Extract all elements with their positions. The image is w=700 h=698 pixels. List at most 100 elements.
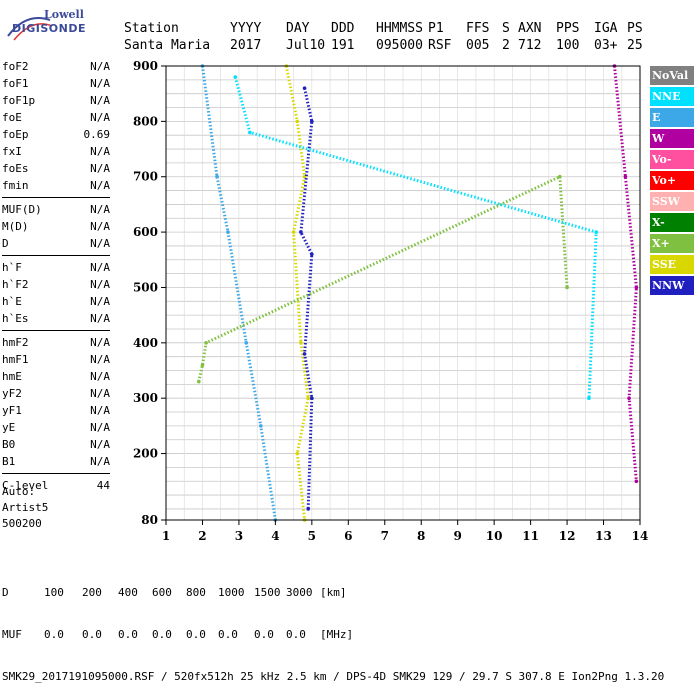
x-tick-label: 5 <box>308 529 316 543</box>
data-point <box>299 230 303 234</box>
x-tick-label: 12 <box>559 529 576 543</box>
foot-muf-cell: 0.0 <box>286 628 306 641</box>
y-tick-label: 400 <box>133 336 158 350</box>
param-value: N/A <box>90 111 110 124</box>
param-row: h`E N/A <box>2 293 110 310</box>
legend-item-vominus: Vo- <box>650 150 694 169</box>
param-name: fxI <box>2 145 22 158</box>
foot-muf-cell: 0.0 <box>218 628 238 641</box>
param-name: MUF(D) <box>2 203 42 216</box>
header-value-9: 100 <box>556 38 580 53</box>
header-value-4: 095000 <box>376 38 423 53</box>
data-point <box>634 479 639 484</box>
foot-d-cell: D <box>2 586 9 599</box>
logo-text-digisonde: DIGISONDE <box>12 22 86 35</box>
param-name: yF2 <box>2 387 22 400</box>
logo-swoosh-icon <box>7 17 53 41</box>
x-tick-label: 14 <box>632 529 649 543</box>
param-name: hmF1 <box>2 353 29 366</box>
header-value-7: 2 <box>502 38 510 53</box>
header-value-3: 191 <box>331 38 355 53</box>
param-name: D <box>2 237 9 250</box>
data-point <box>302 352 307 356</box>
param-row: foF1 N/A <box>2 75 110 92</box>
param-row: MUF(D) N/A <box>2 201 110 218</box>
y-tick-label: 900 <box>133 59 158 73</box>
param-value: N/A <box>90 220 110 233</box>
series-w <box>613 65 638 482</box>
param-row: C-level 44 <box>2 477 110 494</box>
param-name: foE <box>2 111 22 124</box>
x-tick-label: 4 <box>271 529 279 543</box>
param-name: C-level <box>2 479 49 492</box>
header-value-1: 2017 <box>230 38 262 53</box>
data-point <box>226 230 230 234</box>
param-value: N/A <box>90 77 110 90</box>
header-value-5: RSF <box>428 38 452 53</box>
foot-muf-cell: 0.0 <box>118 628 138 641</box>
param-name: foEp <box>2 128 29 141</box>
data-point <box>627 396 631 400</box>
param-value: N/A <box>90 455 110 468</box>
param-row: yE N/A <box>2 419 110 436</box>
y-tick-label: 500 <box>133 280 158 294</box>
data-point <box>291 230 296 234</box>
legend-item-nnw: NNW <box>650 276 694 295</box>
param-value: N/A <box>90 261 110 274</box>
foot-muf-cell: MUF <box>2 628 22 641</box>
data-point <box>204 341 208 345</box>
auto-version: 500200 <box>2 517 42 530</box>
autoscaling-info: Auto: Artist5 500200 <box>2 484 48 532</box>
x-tick-label: 13 <box>595 529 612 543</box>
header-label-7: S <box>502 21 510 36</box>
param-value: N/A <box>90 404 110 417</box>
param-value: N/A <box>90 60 110 73</box>
param-value: N/A <box>90 145 110 158</box>
footer-info: SMK29_2017191095000.RSF / 520fx512h 25 k… <box>2 670 665 683</box>
data-point <box>215 174 219 179</box>
data-point <box>310 119 314 124</box>
param-row: B0 N/A <box>2 436 110 453</box>
foot-muf-cell: 0.0 <box>254 628 274 641</box>
param-name: foEs <box>2 162 29 175</box>
foot-d-cell: 600 <box>152 586 172 599</box>
data-point <box>623 174 628 179</box>
header-label-5: P1 <box>428 21 444 36</box>
logo-text-lowell: Lowell <box>44 8 84 21</box>
param-name: hmE <box>2 370 22 383</box>
foot-d-cell: 100 <box>44 586 64 599</box>
header-label-9: PPS <box>556 21 580 36</box>
param-row: fxI N/A <box>2 143 110 160</box>
param-name: yE <box>2 421 16 434</box>
y-tick-label: 300 <box>133 391 158 405</box>
data-point <box>299 341 303 345</box>
legend-item-voplus: Vo+ <box>650 171 694 190</box>
param-name: fmin <box>2 179 29 192</box>
param-row: B1 N/A <box>2 453 110 470</box>
header-value-11: 25 <box>627 38 643 53</box>
foot-muf-cell: 0.0 <box>152 628 172 641</box>
x-tick-label: 10 <box>486 529 503 543</box>
data-point <box>200 363 205 367</box>
plot-frame <box>165 65 641 521</box>
param-row: foF1p N/A <box>2 92 110 109</box>
foot-d-cell: 1000 <box>218 586 245 599</box>
param-value: N/A <box>90 203 110 216</box>
param-value: 0.69 <box>83 128 111 141</box>
param-value: N/A <box>90 312 110 325</box>
legend-item-sse: SSE <box>650 255 694 274</box>
header-value-6: 005 <box>466 38 490 53</box>
param-value: N/A <box>90 162 110 175</box>
data-point <box>295 451 300 456</box>
param-value: N/A <box>90 387 110 400</box>
data-point <box>587 396 591 400</box>
param-name: h`E <box>2 295 22 308</box>
y-tick-label: 200 <box>133 447 158 461</box>
param-row: yF1 N/A <box>2 402 110 419</box>
x-tick-label: 9 <box>454 529 462 543</box>
param-row: foEp 0.69 <box>2 126 110 143</box>
param-name: h`F <box>2 261 22 274</box>
header-label-1: YYYY <box>230 21 262 36</box>
foot-d-cell: 400 <box>118 586 138 599</box>
